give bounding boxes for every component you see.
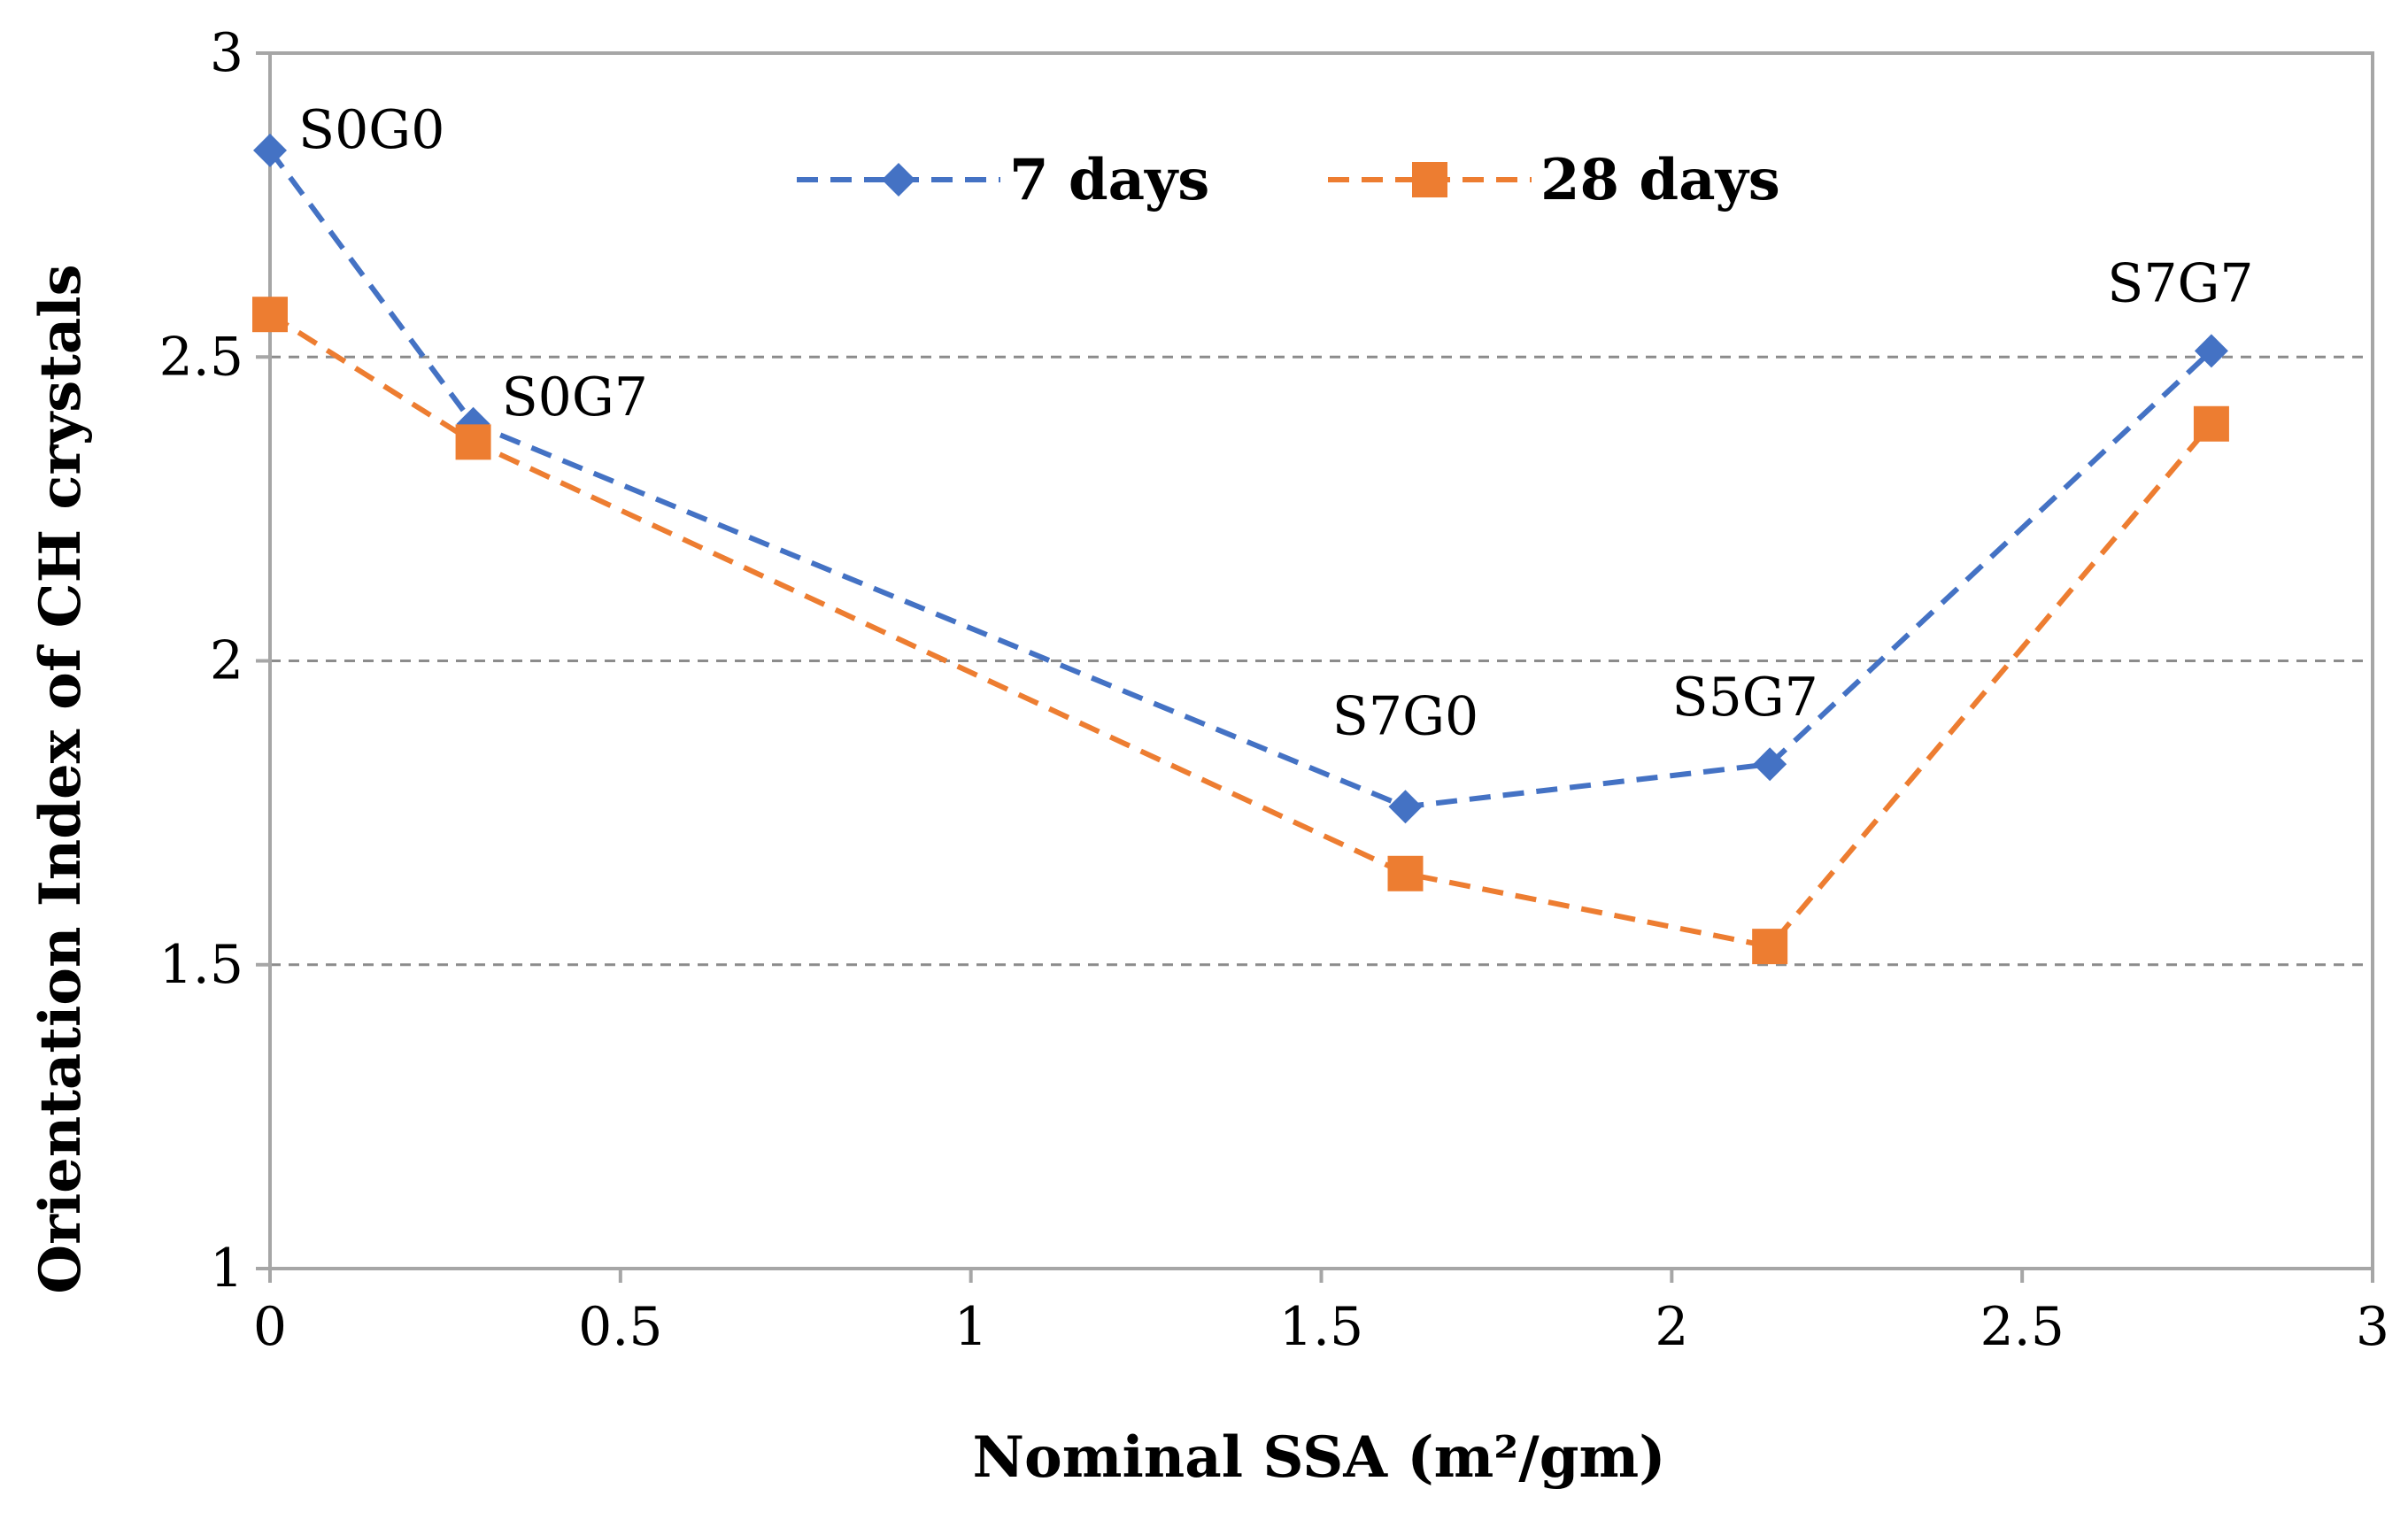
data-point-square — [1387, 855, 1424, 891]
series-line — [268, 312, 2214, 950]
y-tick-label: 1 — [210, 1238, 243, 1300]
legend-item-7-days: 7 days — [797, 147, 1209, 213]
y-tick-label: 1.5 — [159, 934, 243, 996]
x-tick-label: 1.5 — [1279, 1296, 1363, 1358]
series-7-days — [253, 133, 2228, 824]
gridlines — [270, 355, 2373, 967]
x-tick-label: 3 — [2356, 1296, 2389, 1358]
point-label: S7G0 — [1332, 685, 1478, 747]
legend-label: 7 days — [1009, 147, 1209, 213]
x-tick-label: 1 — [954, 1296, 988, 1358]
data-point-square — [252, 297, 288, 333]
legend-marker — [882, 163, 915, 197]
point-labels: S0G0 S0G7 S7G0 S5G7 S7G7 — [298, 99, 2254, 747]
point-label: S7G7 — [2107, 252, 2253, 314]
legend-item-28-days: 28 days — [1328, 147, 1780, 213]
y-tick-label: 2 — [210, 630, 243, 692]
x-tick-label: 2 — [1655, 1296, 1688, 1358]
data-series — [252, 133, 2229, 965]
series-28-days — [252, 297, 2229, 965]
data-point-diamond — [1388, 790, 1423, 824]
data-point-diamond — [253, 133, 287, 167]
x-axis-title: Nominal SSA (m²/gm) — [973, 1424, 1666, 1491]
point-label: S0G7 — [502, 366, 648, 428]
legend-label: 28 days — [1540, 147, 1780, 213]
x-tick-label: 0.5 — [578, 1296, 662, 1358]
data-point-square — [1752, 929, 1788, 965]
legend-marker — [1412, 162, 1447, 197]
x-tick-label: 2.5 — [1980, 1296, 2064, 1358]
legend: 7 days 28 days — [797, 147, 1780, 213]
data-point-square — [2193, 405, 2229, 442]
axis-ticks: 1 1.5 2 2.5 3 0 0.5 1 1.5 2 2.5 3 — [159, 22, 2390, 1358]
y-axis-title: Orientation Index of CH crystals — [27, 264, 94, 1293]
data-point-diamond — [1753, 747, 1787, 782]
y-tick-label: 2.5 — [159, 326, 243, 388]
point-label: S5G7 — [1671, 667, 1818, 729]
point-label: S0G0 — [298, 99, 444, 161]
x-tick-label: 0 — [253, 1296, 287, 1358]
y-tick-label: 3 — [210, 22, 243, 84]
data-point-square — [455, 424, 491, 460]
data-point-diamond — [2194, 334, 2228, 368]
